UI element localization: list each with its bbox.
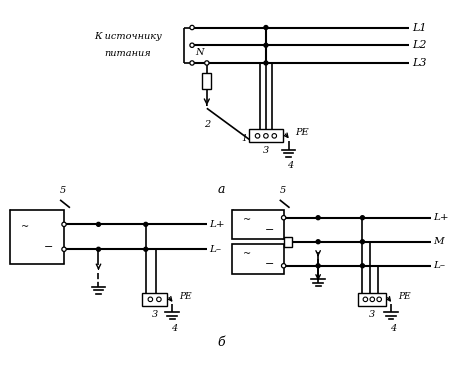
Circle shape <box>255 134 260 138</box>
Bar <box>233 244 284 274</box>
Text: ~: ~ <box>21 223 29 232</box>
Circle shape <box>157 297 161 301</box>
Text: 5: 5 <box>279 186 286 195</box>
Text: L+: L+ <box>209 220 225 229</box>
Circle shape <box>370 297 374 301</box>
Circle shape <box>144 247 148 251</box>
Bar <box>284 237 292 247</box>
Bar <box>359 293 386 306</box>
Text: −: − <box>44 242 54 252</box>
Text: L1: L1 <box>412 23 426 33</box>
Text: 4: 4 <box>390 324 396 333</box>
Text: ~: ~ <box>243 215 251 224</box>
Text: −: − <box>265 225 274 235</box>
Circle shape <box>282 216 286 220</box>
Bar <box>233 210 284 239</box>
Circle shape <box>377 297 382 301</box>
Bar <box>142 293 167 306</box>
Text: а: а <box>218 183 225 196</box>
Text: 4: 4 <box>288 162 294 170</box>
Text: PE: PE <box>398 292 410 301</box>
Circle shape <box>144 223 148 226</box>
Text: 1: 1 <box>242 134 247 143</box>
Bar <box>202 73 211 88</box>
Text: −: − <box>265 259 274 269</box>
Circle shape <box>316 264 320 268</box>
Text: К источнику: К источнику <box>94 32 162 41</box>
Circle shape <box>264 134 268 138</box>
Bar <box>10 210 64 264</box>
Text: M: M <box>433 237 444 246</box>
Circle shape <box>316 216 320 220</box>
Circle shape <box>272 134 277 138</box>
Circle shape <box>363 297 368 301</box>
Text: L+: L+ <box>433 213 449 222</box>
Text: L2: L2 <box>412 40 426 50</box>
Text: N: N <box>195 48 204 57</box>
Circle shape <box>360 240 365 244</box>
Circle shape <box>190 25 194 30</box>
Circle shape <box>264 43 268 47</box>
Text: 2: 2 <box>204 120 210 129</box>
Circle shape <box>316 240 320 244</box>
Circle shape <box>205 61 209 65</box>
Circle shape <box>62 247 66 251</box>
Text: 3: 3 <box>263 146 269 155</box>
Circle shape <box>148 297 153 301</box>
Circle shape <box>264 26 268 29</box>
Text: 5: 5 <box>60 186 66 195</box>
Circle shape <box>360 264 365 268</box>
Text: питания: питания <box>105 49 151 58</box>
Circle shape <box>264 61 268 65</box>
Text: 4: 4 <box>171 324 177 333</box>
Circle shape <box>96 247 100 251</box>
Circle shape <box>96 223 100 226</box>
Text: L–: L– <box>433 261 446 270</box>
Text: 3: 3 <box>369 310 375 319</box>
Circle shape <box>190 61 194 65</box>
Circle shape <box>62 222 66 226</box>
Bar <box>249 129 283 142</box>
Circle shape <box>282 264 286 268</box>
Text: L3: L3 <box>412 58 426 68</box>
Text: L–: L– <box>209 245 221 254</box>
Text: ~: ~ <box>243 249 251 258</box>
Text: 3: 3 <box>152 310 158 319</box>
Text: PE: PE <box>296 128 309 137</box>
Text: б: б <box>218 336 225 349</box>
Text: PE: PE <box>179 292 192 301</box>
Circle shape <box>190 43 194 47</box>
Circle shape <box>360 216 365 220</box>
